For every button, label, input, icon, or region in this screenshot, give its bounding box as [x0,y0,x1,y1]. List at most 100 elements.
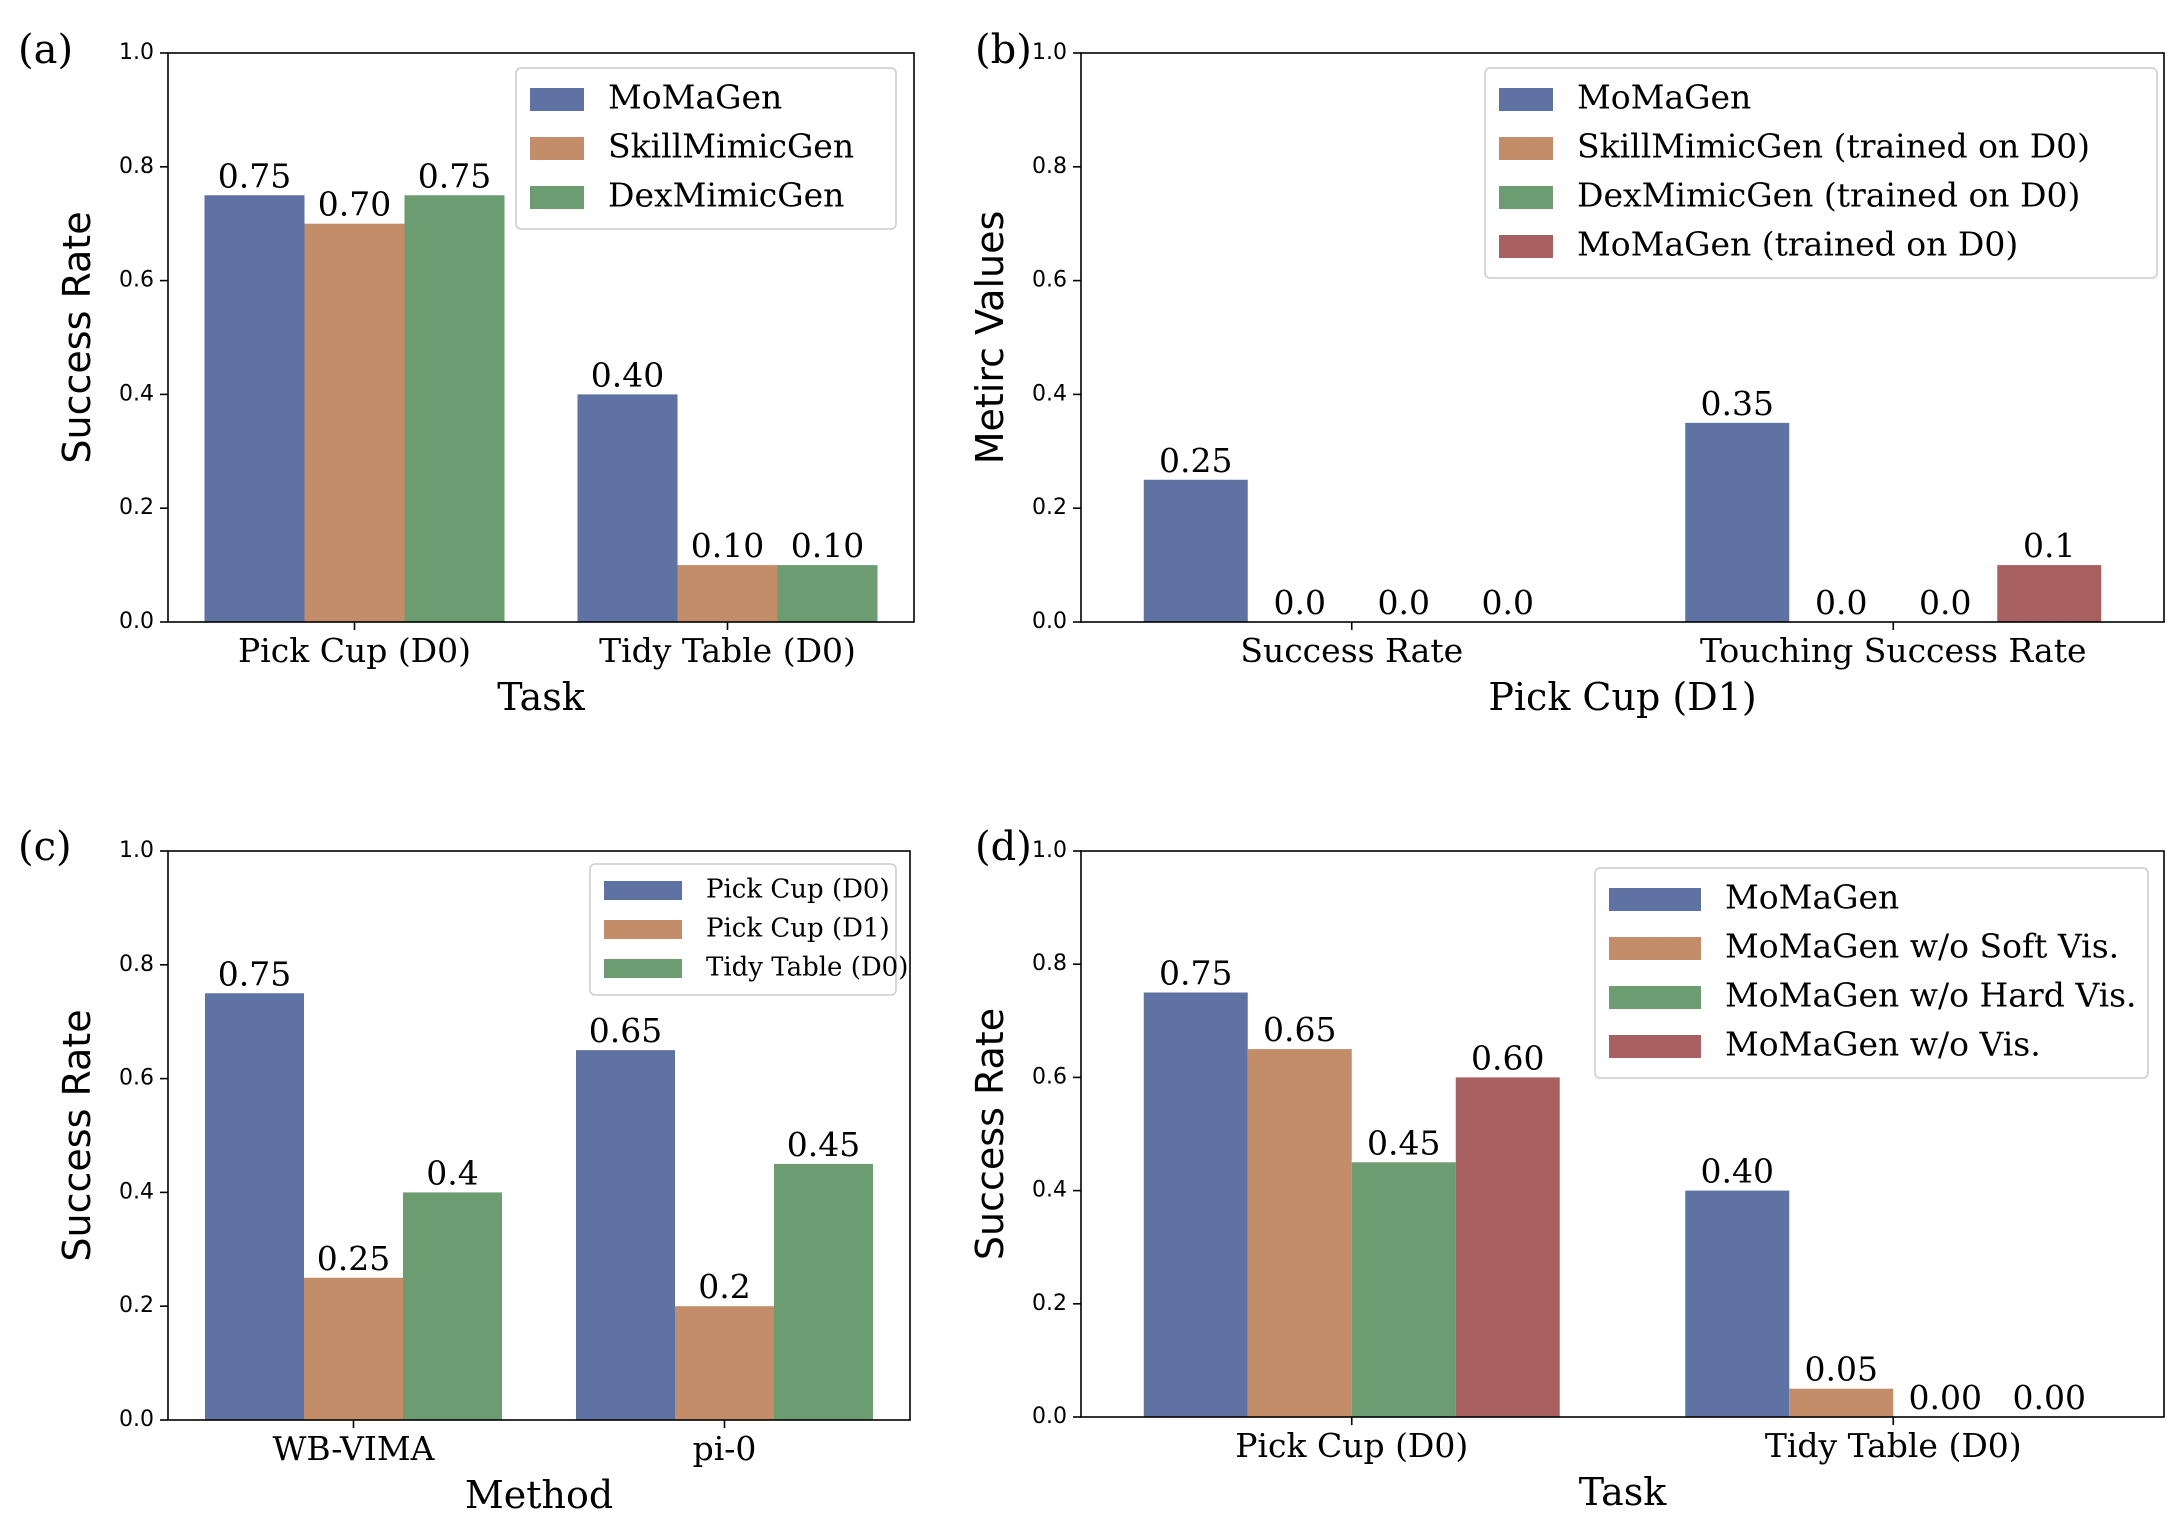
bar [1997,565,2102,622]
bar [677,565,778,622]
y-axis-title: Success Rate [968,1008,1012,1260]
bar [1247,1049,1352,1417]
legend-swatch [530,88,584,111]
data-label: 0.0 [1378,583,1430,622]
data-label: 0.05 [1805,1350,1878,1389]
x-tick-label: Success Rate [1240,631,1463,670]
legend-label: DexMimicGen [608,176,844,215]
y-tick-label: 1.0 [119,838,154,863]
y-tick-label: 0.8 [119,154,154,179]
legend-swatch [1609,888,1701,911]
panel-label: (c) [18,824,72,870]
legend-swatch [530,137,584,160]
y-tick-label: 0.8 [119,952,154,977]
legend-swatch [604,920,682,939]
y-tick-label: 1.0 [1032,40,1067,65]
data-label: 0.60 [1471,1038,1544,1077]
y-tick-label: 0.8 [1032,951,1067,976]
legend-label: Tidy Table (D0) [706,953,908,983]
bar [777,565,878,622]
plot-frame [1080,850,2165,1418]
y-tick-label: 0.0 [119,609,154,634]
y-axis-title: Success Rate [55,211,99,463]
bar [1685,422,1790,622]
bar [205,993,304,1420]
y-axis-title: Metirc Values [968,211,1012,465]
plot-frame [1080,52,2165,623]
x-tick-label: WB-VIMA [272,1429,435,1468]
legend-label: MoMaGen w/o Vis. [1725,1025,2041,1064]
y-tick-label: 0.6 [119,1066,154,1091]
bar [1455,1077,1560,1417]
y-tick-label: 1.0 [1032,838,1067,863]
y-tick-label: 1.0 [119,40,154,65]
legend-swatch [1499,137,1553,160]
y-tick-label: 0.4 [1032,1178,1067,1203]
chart-panel-4: (d) 0.75 0.40 0.65 0.05 0.45 0.00 0.60 0.00 0.0 0.… [968,824,2165,1514]
legend-swatch [1499,88,1553,111]
data-label: 0.0 [1919,583,1971,622]
data-label: 0.25 [317,1239,390,1278]
y-axis-title: Success Rate [55,1009,99,1261]
data-label: 0.10 [791,526,864,565]
x-tick-label: Tidy Table (D0) [599,631,856,670]
data-label: 0.45 [1367,1123,1440,1162]
legend-swatch [1609,1035,1701,1058]
x-axis-title: Pick Cup (D1) [1488,675,1756,719]
x-axis-title: Task [1579,1470,1668,1514]
legend-label: MoMaGen [1577,78,1751,117]
legend: Pick Cup (D0) Pick Cup (D1) Tidy Table (D0… [589,863,908,996]
x-axis-title: Task [497,675,586,719]
legend-label: DexMimicGen (trained on D0) [1577,176,2080,215]
data-label: 0.0 [1815,583,1867,622]
legend-frame [1594,867,2149,1079]
y-tick-label: 0.2 [119,1293,154,1318]
x-tick-label: Touching Success Rate [1700,631,2087,670]
y-tick-label: 0.6 [1032,268,1067,293]
legend-label: MoMaGen w/o Hard Vis. [1725,976,2137,1015]
data-label: 0.4 [426,1153,478,1192]
plot-frame [167,52,915,623]
legend-swatch [1499,235,1553,258]
y-tick-label: 0.0 [119,1407,154,1432]
legend-frame [515,67,897,230]
bar [1143,992,1248,1417]
legend-label: SkillMimicGen [608,127,854,166]
chart-panel-2: (b) 0.25 0.35 0.0 0.0 0.0 0.0 0.0 0.1 0.0 0.2 0.4 0.… [968,27,2165,719]
bar [577,394,678,622]
legend-label: MoMaGen (trained on D0) [1577,225,2018,264]
bar [304,1277,403,1420]
legend-swatch [1499,186,1553,209]
data-label: 0.1 [2023,526,2075,565]
legend-label: Pick Cup (D1) [706,914,890,944]
legend: MoMaGen MoMaGen w/o Soft Vis. MoMaGen w/o … [1594,867,2149,1079]
legend-swatch [530,186,584,209]
data-label: 0.00 [2013,1378,2086,1417]
x-tick-label: pi-0 [693,1429,757,1468]
chart-panel-3: (c) 0.75 0.65 0.25 0.2 0.4 0.45 0.0 0.2 0.4 0.6 0.8… [18,824,911,1517]
legend-label: SkillMimicGen (trained on D0) [1577,127,2090,166]
y-tick-label: 0.4 [119,381,154,406]
data-label: 0.65 [1263,1010,1336,1049]
legend-swatch [604,881,682,900]
chart-panel-1: (a) 0.75 0.40 0.70 0.10 0.75 0.10 0.0 0.2 0.4 0.6 0… [18,27,915,719]
y-tick-label: 0.0 [1032,609,1067,634]
legend-label: MoMaGen [608,78,782,117]
bar [1789,1388,1894,1417]
data-label: 0.75 [1159,954,1232,993]
bar [576,1050,675,1420]
bar [1685,1190,1790,1417]
x-axis-title: Method [465,1473,613,1517]
bar [1143,479,1248,622]
data-label: 0.10 [691,526,764,565]
bar [404,195,505,622]
x-tick-label: Pick Cup (D0) [238,631,471,670]
y-tick-label: 0.8 [1032,154,1067,179]
y-tick-label: 0.2 [1032,495,1067,520]
plot-frame [167,850,911,1421]
legend-label: MoMaGen w/o Soft Vis. [1725,927,2119,966]
legend-label: MoMaGen [1725,878,1899,917]
legend-swatch [604,959,682,978]
y-tick-label: 0.2 [1032,1291,1067,1316]
data-label: 0.70 [318,185,391,224]
